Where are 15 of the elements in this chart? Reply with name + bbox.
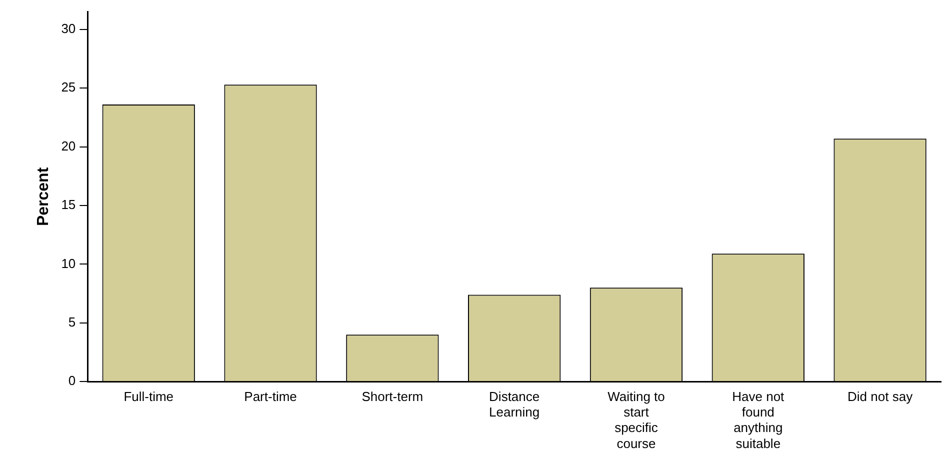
y-tick-label: 5 [68,314,76,330]
y-tick-label: 15 [61,197,76,212]
x-tick-label: Waiting to start specific course [608,388,665,451]
x-tick-label: Have not found anything suitable [732,388,785,451]
y-tick-label: 25 [61,80,76,95]
y-tick-label: 0 [68,373,76,388]
x-tick-label: Short-term [362,388,424,404]
x-tick-label: Full-time [124,388,174,404]
x-tick-label: Distance Learning [489,388,540,420]
y-tick-label: 10 [61,256,76,271]
y-axis-title: Percent [35,166,52,226]
x-tick-label: Part-time [244,388,297,404]
y-tick-label: 30 [61,20,76,36]
y-tick-label: 20 [61,138,76,154]
x-tick-label: Did not say [848,388,914,404]
